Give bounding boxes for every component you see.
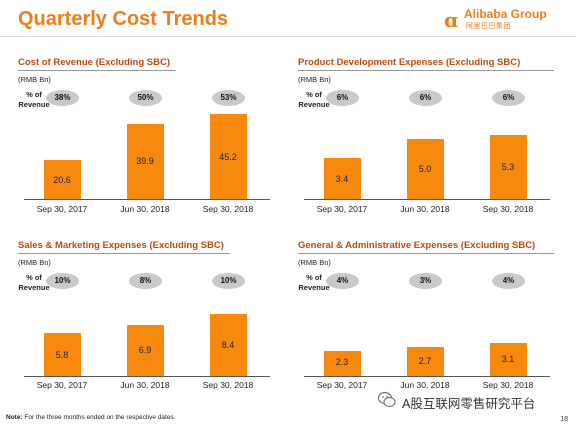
x-tick-label: Sep 30, 2017 [36,204,88,214]
unit-label: (RMB Bn) [298,258,331,267]
chart-title: Cost of Revenue (Excluding SBC) [18,57,171,68]
footnote-label: Note: [6,414,23,421]
percent-of-revenue-badge: 10% [212,273,245,289]
bar [406,139,444,199]
bar-value-label: 3.1 [501,354,515,365]
chart-title-underline [18,253,230,254]
bar-value-label: 2.3 [335,357,349,367]
percent-of-revenue-badge: 8% [129,273,162,289]
x-tick-label: Jun 30, 2018 [400,380,450,390]
bar [126,324,164,376]
percent-of-revenue-badge: 6% [326,90,359,106]
percent-of-revenue-badge: 4% [326,273,359,289]
chart-panel: General & Administrative Expenses (Exclu… [298,240,566,405]
chart-panel: Sales & Marketing Expenses (Excluding SB… [18,240,286,405]
header-divider [0,36,576,37]
bar-value-label: 3.4 [335,173,349,184]
bar [489,135,527,199]
logo-text: Alibaba Group [464,7,547,21]
bar-value-label: 45.2 [219,151,237,162]
chart-title-underline [298,253,554,254]
percent-of-revenue-badge: 53% [212,90,245,106]
chart-title-underline [298,70,554,71]
chart-title: Product Development Expenses (Excluding … [298,57,521,68]
x-tick-label: Sep 30, 2017 [316,380,368,390]
footnote-text: For the three months ended on the respec… [24,414,176,421]
chart-panel: Cost of Revenue (Excluding SBC) (RMB Bn)%… [18,57,286,222]
percent-of-revenue-badge: 6% [492,90,525,106]
bar [126,123,164,199]
unit-label: (RMB Bn) [298,75,331,84]
percent-of-revenue-badge: 3% [409,273,442,289]
chart-title: General & Administrative Expenses (Exclu… [298,240,536,251]
bar [209,313,247,376]
x-axis-line [24,199,270,200]
x-tick-label: Jun 30, 2018 [120,204,170,214]
chart-title: Sales & Marketing Expenses (Excluding SB… [18,240,224,251]
alibaba-logo-icon: ɑ [444,8,458,32]
percent-of-revenue-badge: 10% [46,273,79,289]
percent-of-revenue-label: % of Revenue [298,90,330,109]
x-tick-label: Sep 30, 2018 [202,204,254,214]
footnote: Note: For the three months ended on the … [6,414,175,421]
bar [209,114,247,199]
percent-of-revenue-badge: 6% [409,90,442,106]
bar-value-label: 5.8 [55,349,69,360]
x-axis-line [24,376,270,377]
percent-of-revenue-label: % of Revenue [18,90,50,109]
x-tick-label: Sep 30, 2017 [36,380,88,390]
x-tick-label: Jun 30, 2018 [120,380,170,390]
logo-subtext: 阿里巴巴集团 [466,23,511,30]
x-tick-label: Sep 30, 2017 [316,204,368,214]
bar [406,346,444,376]
percent-of-revenue-label: % of Revenue [18,273,50,292]
bar [43,333,81,376]
page-title: Quarterly Cost Trends [18,8,229,30]
bar [323,158,361,199]
bar-value-label: 5.3 [501,162,515,173]
bar [323,351,361,376]
chart-title-underline [18,70,176,71]
wechat-icon [378,391,396,408]
bar-value-label: 6.9 [138,345,152,356]
x-tick-label: Sep 30, 2018 [202,380,254,390]
x-tick-label: Sep 30, 2018 [482,380,534,390]
percent-of-revenue-badge: 4% [492,273,525,289]
bar [43,160,81,199]
percent-of-revenue-badge: 38% [46,90,79,106]
x-tick-label: Sep 30, 2018 [482,204,534,214]
bar-value-label: 8.4 [221,339,235,350]
percent-of-revenue-badge: 50% [129,90,162,106]
bar-value-label: 20.6 [53,174,71,185]
percent-of-revenue-label: % of Revenue [298,273,330,292]
x-axis-line [304,376,550,377]
unit-label: (RMB Bn) [18,258,51,267]
watermark-text: A股互联网零售研究平台 [402,397,536,411]
bar-value-label: 2.7 [418,356,432,367]
bar-value-label: 5.0 [418,164,432,174]
unit-label: (RMB Bn) [18,75,51,84]
x-tick-label: Jun 30, 2018 [400,204,450,214]
chart-panel: Product Development Expenses (Excluding … [298,57,566,222]
alibaba-logo: ɑ Alibaba Group 阿里巴巴集团 [444,6,562,32]
bar-value-label: 39.9 [136,156,154,167]
page-number: 18 [560,416,568,423]
x-axis-line [304,199,550,200]
bar [489,342,527,376]
